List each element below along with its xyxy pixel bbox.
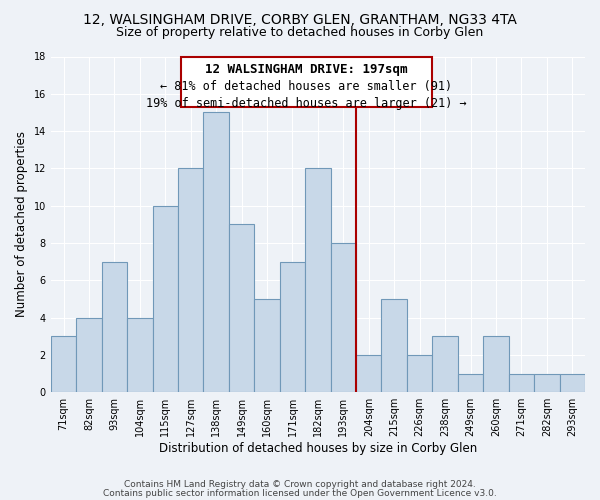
Text: ← 81% of detached houses are smaller (91): ← 81% of detached houses are smaller (91… bbox=[160, 80, 452, 93]
Bar bbox=[280, 262, 305, 392]
Text: Contains public sector information licensed under the Open Government Licence v3: Contains public sector information licen… bbox=[103, 488, 497, 498]
Bar bbox=[560, 374, 585, 392]
Text: Contains HM Land Registry data © Crown copyright and database right 2024.: Contains HM Land Registry data © Crown c… bbox=[124, 480, 476, 489]
Bar bbox=[254, 299, 280, 392]
Bar bbox=[534, 374, 560, 392]
Bar bbox=[101, 262, 127, 392]
Text: 19% of semi-detached houses are larger (21) →: 19% of semi-detached houses are larger (… bbox=[146, 96, 467, 110]
Bar bbox=[382, 299, 407, 392]
Bar bbox=[433, 336, 458, 392]
Bar bbox=[178, 168, 203, 392]
X-axis label: Distribution of detached houses by size in Corby Glen: Distribution of detached houses by size … bbox=[159, 442, 477, 455]
Bar bbox=[51, 336, 76, 392]
FancyBboxPatch shape bbox=[181, 56, 433, 107]
Bar bbox=[229, 224, 254, 392]
Text: 12 WALSINGHAM DRIVE: 197sqm: 12 WALSINGHAM DRIVE: 197sqm bbox=[205, 63, 407, 76]
Bar bbox=[509, 374, 534, 392]
Bar bbox=[458, 374, 483, 392]
Bar bbox=[305, 168, 331, 392]
Text: 12, WALSINGHAM DRIVE, CORBY GLEN, GRANTHAM, NG33 4TA: 12, WALSINGHAM DRIVE, CORBY GLEN, GRANTH… bbox=[83, 12, 517, 26]
Bar bbox=[483, 336, 509, 392]
Bar bbox=[356, 355, 382, 392]
Bar bbox=[152, 206, 178, 392]
Bar bbox=[407, 355, 433, 392]
Bar bbox=[203, 112, 229, 392]
Bar bbox=[127, 318, 152, 392]
Bar bbox=[76, 318, 101, 392]
Y-axis label: Number of detached properties: Number of detached properties bbox=[15, 132, 28, 318]
Text: Size of property relative to detached houses in Corby Glen: Size of property relative to detached ho… bbox=[116, 26, 484, 39]
Bar bbox=[331, 243, 356, 392]
